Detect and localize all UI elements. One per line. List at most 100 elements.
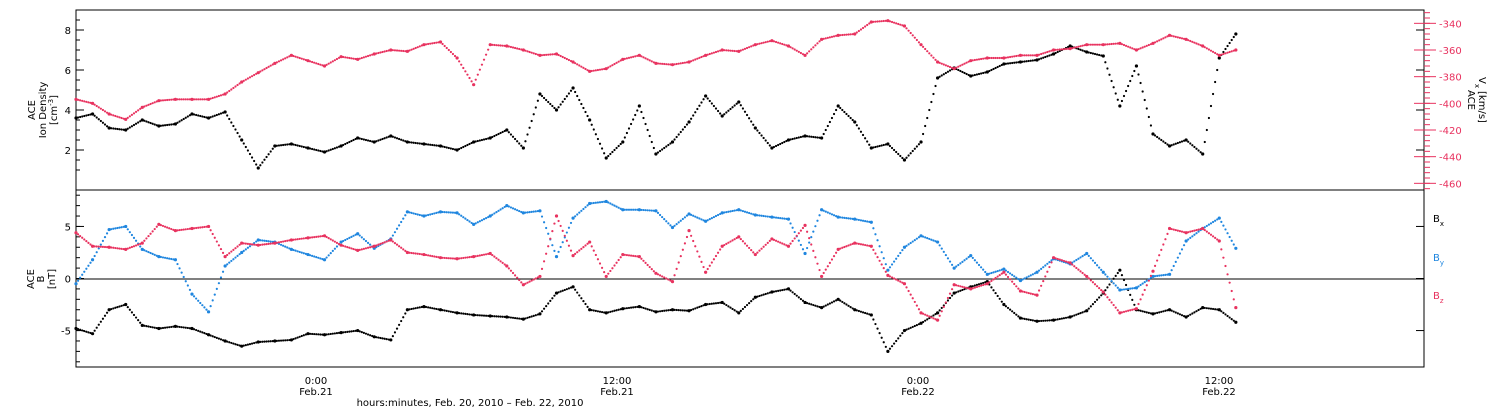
data-point	[864, 220, 867, 223]
data-point	[159, 224, 163, 227]
data-point	[405, 250, 409, 255]
data-point	[358, 330, 361, 333]
data-point	[105, 111, 109, 114]
data-point	[1184, 239, 1188, 243]
data-point	[176, 262, 179, 266]
data-point	[882, 266, 885, 270]
data-point	[503, 263, 506, 266]
data-point	[1056, 257, 1059, 261]
data-point	[576, 94, 579, 98]
data-point	[371, 245, 374, 248]
data-point	[1209, 307, 1213, 310]
data-point	[1068, 47, 1072, 51]
data-point	[652, 270, 655, 273]
data-point	[998, 297, 1001, 300]
data-point	[188, 227, 192, 230]
vx-tick-label: -440	[1439, 153, 1462, 164]
data-point	[979, 266, 983, 269]
data-point	[1156, 259, 1159, 262]
data-point	[621, 140, 625, 144]
data-point	[876, 20, 879, 23]
data-point	[1193, 41, 1196, 44]
data-point	[592, 128, 595, 131]
data-point	[509, 269, 513, 272]
data-point	[752, 213, 755, 216]
data-point	[284, 143, 287, 146]
data-point	[708, 302, 711, 306]
data-point	[1129, 79, 1132, 83]
data-point	[1051, 48, 1056, 52]
data-point	[692, 59, 695, 62]
data-point	[145, 237, 148, 240]
data-point	[90, 332, 95, 336]
data-point	[1220, 310, 1223, 313]
data-point	[240, 138, 244, 142]
data-point	[580, 209, 583, 212]
data-point	[731, 239, 734, 242]
data-point	[770, 215, 774, 219]
data-point	[79, 276, 82, 279]
data-point	[1149, 274, 1153, 277]
data-point	[1124, 44, 1128, 47]
data-point	[1141, 310, 1144, 313]
data-point	[1158, 39, 1161, 42]
data-point	[505, 315, 509, 319]
data-point	[199, 330, 202, 333]
data-point	[634, 255, 637, 258]
data-point	[1106, 296, 1109, 299]
data-point	[240, 241, 244, 245]
data-point	[729, 306, 732, 309]
data-point	[990, 271, 993, 275]
data-point	[588, 69, 592, 73]
data-point	[673, 63, 676, 66]
data-point	[1214, 219, 1217, 222]
data-point	[673, 138, 676, 141]
data-point	[569, 221, 573, 225]
data-point	[195, 113, 198, 117]
data-point	[414, 46, 417, 50]
data-point	[737, 208, 741, 212]
data-point	[733, 49, 736, 53]
data-point	[201, 331, 204, 334]
data-point	[526, 50, 529, 53]
data-point	[603, 152, 606, 155]
data-point	[493, 134, 496, 138]
data-point	[969, 74, 973, 78]
data-point	[935, 60, 940, 64]
data-point	[505, 264, 509, 268]
data-point	[120, 247, 123, 250]
data-point	[429, 306, 432, 309]
data-point	[1172, 228, 1175, 231]
data-point	[731, 49, 734, 52]
data-point	[1040, 52, 1043, 56]
data-point	[720, 244, 724, 248]
data-point	[872, 227, 875, 230]
data-point	[553, 53, 556, 56]
data-point	[199, 301, 202, 305]
data-point	[1027, 59, 1030, 63]
data-point	[284, 339, 287, 342]
data-point	[826, 124, 829, 128]
data-point	[687, 229, 691, 233]
data-point	[110, 113, 113, 116]
data-point	[886, 142, 890, 146]
data-point	[1015, 285, 1018, 288]
data-point	[151, 122, 154, 125]
data-point	[435, 255, 438, 258]
data-point	[1220, 53, 1223, 56]
data-point	[791, 47, 794, 50]
data-point	[924, 47, 927, 51]
data-point	[973, 286, 976, 289]
data-point	[288, 247, 291, 250]
data-point	[1114, 284, 1117, 287]
data-point	[777, 143, 780, 147]
data-point	[909, 293, 912, 296]
data-point	[658, 274, 662, 277]
data-point	[1166, 143, 1169, 146]
data-point	[637, 53, 641, 57]
data-point	[137, 319, 140, 322]
data-point	[545, 53, 548, 56]
data-point	[333, 147, 336, 150]
data-point	[719, 112, 722, 115]
data-point	[352, 57, 355, 60]
